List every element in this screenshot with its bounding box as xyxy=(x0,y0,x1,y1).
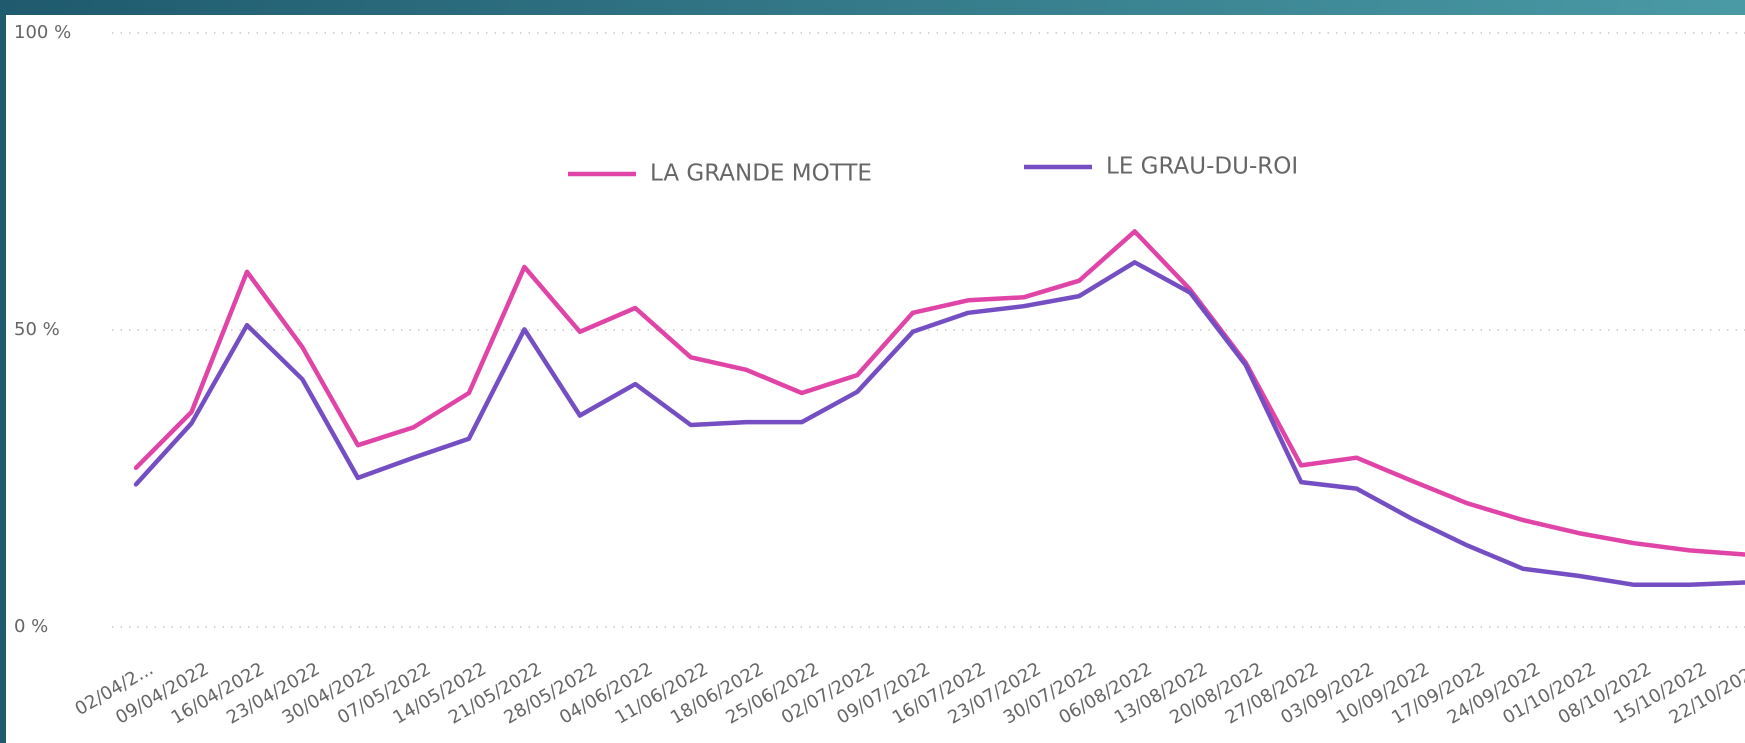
legend-item: LE GRAU-DU-ROI xyxy=(1024,154,1298,180)
legend-label: LA GRANDE MOTTE xyxy=(650,161,872,187)
series-line xyxy=(133,229,1745,557)
y-tick-label: 100 % xyxy=(14,22,71,43)
y-tick-label: 50 % xyxy=(14,319,60,340)
panel xyxy=(6,15,1745,743)
series-line xyxy=(133,260,1745,588)
legend-item: LA GRANDE MOTTE xyxy=(568,161,872,187)
y-tick-label: 0 % xyxy=(14,616,48,637)
legend-label: LE GRAU-DU-ROI xyxy=(1106,154,1298,180)
